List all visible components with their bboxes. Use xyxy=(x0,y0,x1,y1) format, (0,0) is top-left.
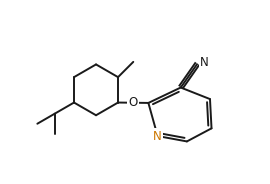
Text: N: N xyxy=(153,130,162,143)
Text: O: O xyxy=(129,96,138,109)
Text: N: N xyxy=(200,56,208,69)
